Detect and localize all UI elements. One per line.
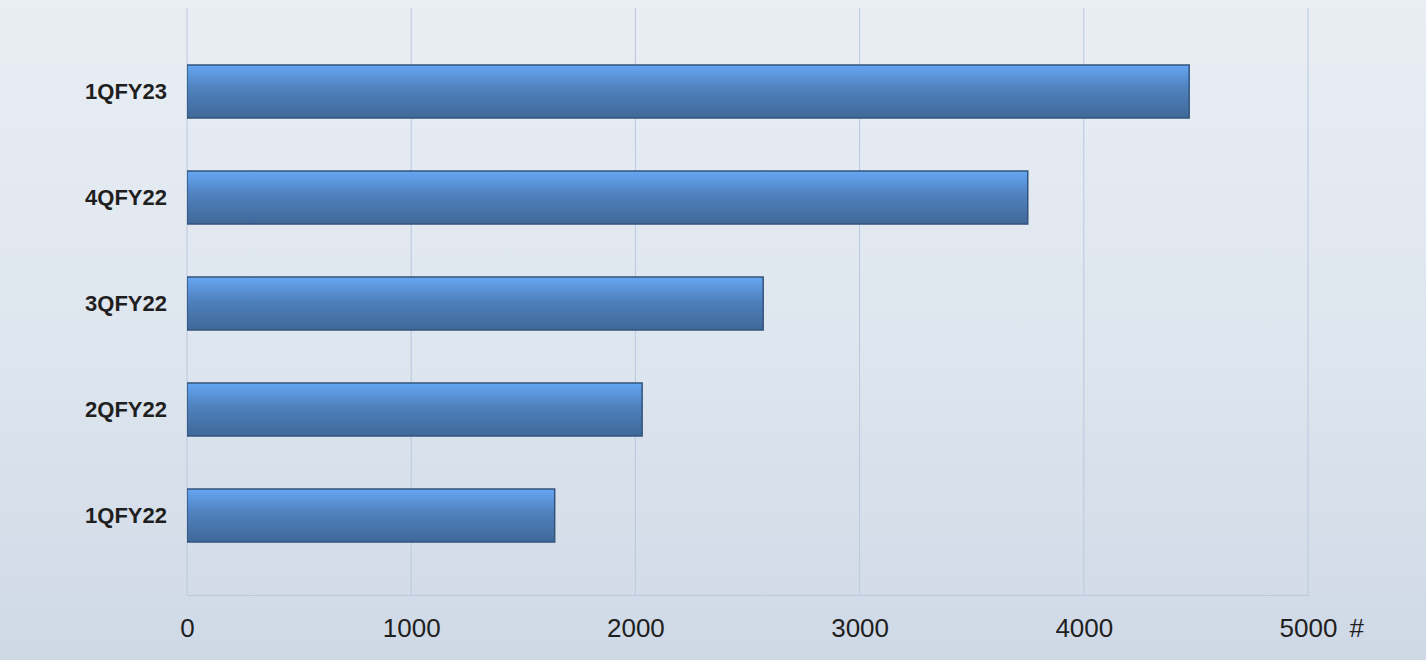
bar bbox=[187, 489, 555, 542]
bar bbox=[187, 277, 763, 330]
tick-label: 4000 bbox=[1055, 613, 1113, 643]
tick: 2000 bbox=[607, 595, 665, 643]
tick: 1000 bbox=[383, 595, 441, 643]
tick: 0 bbox=[180, 595, 194, 643]
category-label: 2QFY22 bbox=[85, 397, 167, 422]
axis-line bbox=[188, 595, 1309, 596]
chart: 0 1000 2000 3000 4000 5000 #1QFY22 2QFY22 3QFY22… bbox=[0, 0, 1426, 660]
bar bbox=[187, 383, 642, 436]
y-axis: 1QFY22 2QFY22 3QFY22 4QFY22 1QFY23 bbox=[85, 79, 167, 528]
bar bbox=[187, 171, 1028, 224]
tick: 3000 bbox=[831, 595, 889, 643]
tick-label: 5000 bbox=[1280, 613, 1338, 643]
category-label: 1QFY23 bbox=[85, 79, 167, 104]
tick-label: 1000 bbox=[383, 613, 441, 643]
tick-label: 3000 bbox=[831, 613, 889, 643]
grid-line bbox=[1308, 8, 1309, 595]
axis-title: # bbox=[1349, 613, 1364, 643]
category-label: 3QFY22 bbox=[85, 291, 167, 316]
bar bbox=[187, 65, 1189, 118]
tick: 5000 bbox=[1280, 595, 1338, 643]
tick-label: 0 bbox=[180, 613, 194, 643]
category-label: 4QFY22 bbox=[85, 185, 167, 210]
bars bbox=[187, 65, 1189, 542]
tick: 4000 bbox=[1055, 595, 1113, 643]
tick-label: 2000 bbox=[607, 613, 665, 643]
grid bbox=[187, 8, 1308, 595]
x-axis: 0 1000 2000 3000 4000 5000 bbox=[180, 595, 1337, 643]
category-label: 1QFY22 bbox=[85, 503, 167, 528]
